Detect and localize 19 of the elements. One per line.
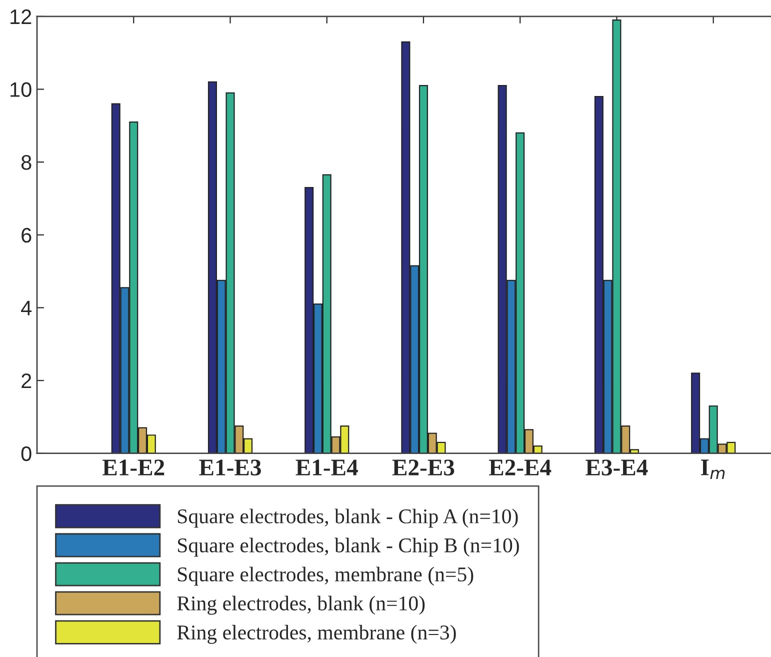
x-tick-label: E1-E2 xyxy=(102,460,164,476)
x-tick-label: E1-E3 xyxy=(199,460,261,476)
y-tick-label: 12 xyxy=(10,9,32,24)
y-tick-label: 6 xyxy=(22,228,32,243)
y-tick-label: 10 xyxy=(10,82,32,97)
x-tick-label: E3-E4 xyxy=(586,460,648,476)
x-tick-label: I$_{m}$ xyxy=(701,460,725,480)
x-tick-label: E2-E3 xyxy=(392,460,454,476)
x-tick-label: E2-E4 xyxy=(489,460,552,476)
y-tick-label: 8 xyxy=(21,155,32,170)
legend-label: Square electrodes, membrane (n=5) xyxy=(178,566,474,586)
y-tick-label: 2 xyxy=(22,374,32,388)
y-tick-label: 4 xyxy=(21,300,32,316)
y-tick-label: 0 xyxy=(21,446,32,462)
legend-label: Ring electrodes, blank (n=10) xyxy=(177,596,425,615)
x-tick-label: E1-E4 xyxy=(296,460,358,476)
legend-label: Square electrodes, blank - Chip B (n=10) xyxy=(178,538,519,557)
legend-label: Square electrodes, blank - Chip A (n=10) xyxy=(178,508,518,528)
legend-label: Ring electrodes, membrane (n=3) xyxy=(177,624,456,644)
